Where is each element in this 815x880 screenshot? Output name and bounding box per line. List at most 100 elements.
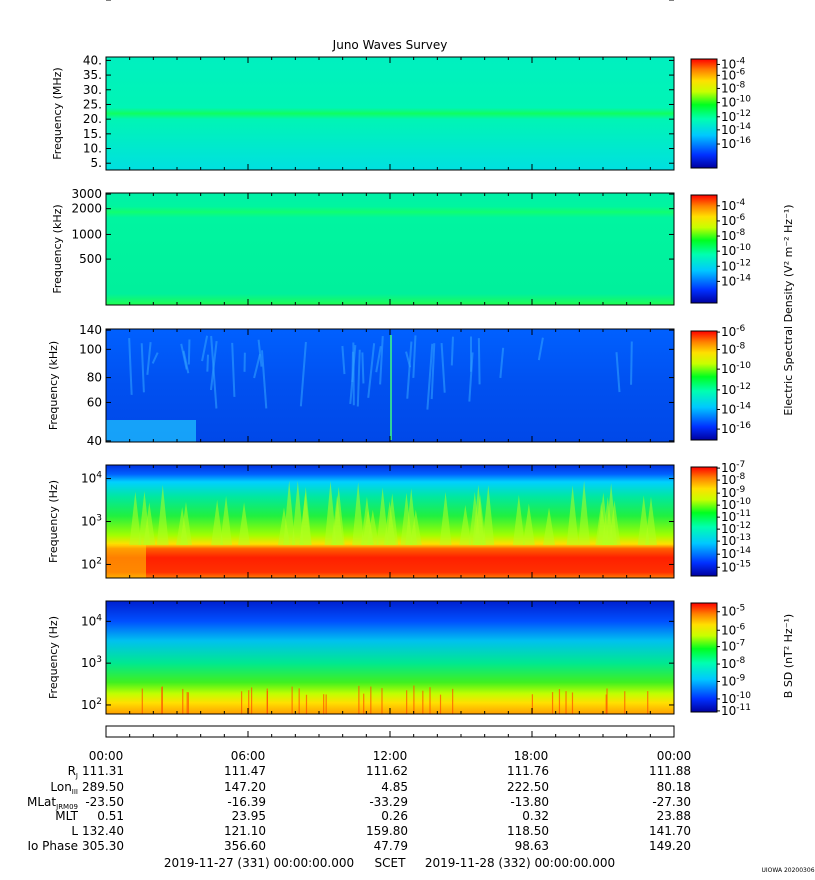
panel-4-burst xyxy=(376,487,389,545)
colorbar-tick-label: 10-8 xyxy=(721,228,746,243)
ephemeris-value: 141.70 xyxy=(649,824,691,838)
ephemeris-value: 23.95 xyxy=(232,809,266,823)
colorbar-tick-label: 10-8 xyxy=(721,656,746,671)
figure-title: Juno Waves Survey xyxy=(332,38,448,52)
panel-3-streak xyxy=(405,351,412,368)
panel-4-burst xyxy=(386,493,399,545)
ephemeris-value: 98.63 xyxy=(515,839,549,853)
panel-3-streak xyxy=(206,354,210,372)
panel-3-streak xyxy=(356,349,361,407)
colorbar-tick-label: 10-7 xyxy=(721,639,745,654)
colorbar-tick-label: 10-10 xyxy=(721,691,751,706)
colorbar-tick-label: 10-9 xyxy=(721,485,746,500)
ephemeris-row-label: Io Phase xyxy=(27,839,78,853)
panel-3-streak xyxy=(146,342,152,375)
colorbar-tick-label: 10-11 xyxy=(721,509,751,524)
panel-3-streak xyxy=(187,339,191,365)
y-tick-label: 20 xyxy=(87,0,102,3)
colorbar-tick-label: 10-6 xyxy=(721,622,746,637)
colorbar-tick-label: 10-9 xyxy=(721,673,746,688)
panel-3-streak xyxy=(440,342,446,393)
panel-3-streak xyxy=(260,350,268,409)
panel-3-streak xyxy=(151,352,159,364)
panel-4-burst xyxy=(605,483,618,545)
ephemeris-row-label: MLatJRM09 xyxy=(27,795,78,811)
y-tick-label: 2000 xyxy=(71,202,102,216)
panel-4-burst xyxy=(459,504,472,545)
ephemeris-value: 0.26 xyxy=(381,809,408,823)
panel-4-burst xyxy=(156,484,169,545)
panel-1-ylabel: Frequency (MHz) xyxy=(51,67,64,159)
panel-texture xyxy=(128,335,658,714)
ephemeris-value: 111.47 xyxy=(224,764,266,778)
panel-4-burst xyxy=(211,499,224,545)
panel-4-burst xyxy=(324,480,337,545)
ephemeris-row-label: L xyxy=(71,824,78,838)
panel-3-streak xyxy=(367,343,376,398)
ephemeris-value: -27.30 xyxy=(652,795,691,809)
panel-4-burst xyxy=(179,501,192,545)
colorbar-tick-label: 10-6 xyxy=(721,324,746,339)
panel-4-burst xyxy=(405,488,418,545)
colorbar-tick-label: 10-4 xyxy=(721,198,746,213)
colorbar-tick-label: 10-16 xyxy=(721,421,751,436)
ephemeris-value: 121.10 xyxy=(224,824,266,838)
colorbar-tick-label: 10-8 xyxy=(721,80,746,95)
ephemeris-row-label: MLT xyxy=(55,809,78,823)
colorbar-b-label: B SD (nT² Hz⁻¹) xyxy=(782,614,795,698)
ephemeris-value: -16.39 xyxy=(227,795,266,809)
colorbar-tick-label: 10-7 xyxy=(721,460,745,475)
panel-3-streak xyxy=(231,342,236,397)
ephemeris-value: 47.79 xyxy=(374,839,408,853)
end-date-label: 2019-11-28 (332) 00:00:00.000 xyxy=(425,856,615,870)
colorbar-tick-label: 10-15 xyxy=(721,559,751,574)
colorbar-tick-label: 10-10 xyxy=(721,497,751,512)
y-tick-label: 5. xyxy=(91,156,102,170)
y-tick-label: 40 xyxy=(87,434,102,448)
colorbar-tick-label: 10-12 xyxy=(721,109,751,124)
ephemeris-value: 149.20 xyxy=(649,839,691,853)
colorbar-e-label: Electric Spectral Density (V² m⁻² Hz⁻¹) xyxy=(782,204,795,415)
colorbar-tick-label: 10-8 xyxy=(721,342,746,357)
panel-4-burst xyxy=(578,480,591,545)
ephemeris-value: 305.30 xyxy=(82,839,124,853)
ephemeris-value: 222.50 xyxy=(507,780,549,794)
panel-4-colorbar xyxy=(690,466,718,577)
panel-3-streak xyxy=(128,338,133,395)
panel-3-streak xyxy=(430,343,436,400)
y-tick-label: 25. xyxy=(83,97,102,111)
y-tick-label: 104 xyxy=(81,613,102,628)
ephemeris-value: 0.51 xyxy=(97,809,124,823)
panel-3-colorbar xyxy=(690,330,718,441)
colorbar-tick-label: 10-4 xyxy=(721,56,746,71)
y-tick-label: 140 xyxy=(79,323,102,337)
panel-4-burst xyxy=(277,507,290,545)
panel-4-burst xyxy=(352,482,365,545)
panel-3-streak xyxy=(375,346,382,373)
panel-5 xyxy=(106,601,674,714)
panel-4-burst xyxy=(332,486,345,545)
y-tick-label: 35. xyxy=(83,68,102,82)
panel-3-ylabel: Frequency (kHz) xyxy=(47,341,60,430)
panel-3-streak xyxy=(615,352,621,393)
ephemeris-value: 356.60 xyxy=(224,839,266,853)
colorbar-tick-label: 10-10 xyxy=(721,361,751,376)
panel-3-streak xyxy=(426,343,434,410)
panel-2 xyxy=(106,193,674,305)
y-tick-label: 103 xyxy=(81,514,102,529)
ephemeris-value: 23.88 xyxy=(657,809,691,823)
panel-5-colorbar xyxy=(690,602,718,713)
y-tick-label: 102 xyxy=(81,556,102,571)
colorbar-tick-label: 10-14 xyxy=(721,546,751,561)
panel-3-streak xyxy=(257,339,263,367)
y-tick-label: 20. xyxy=(83,112,102,126)
time-tick-label: 12:00 xyxy=(373,749,408,763)
time-tick-label: 18:00 xyxy=(514,749,549,763)
panel-4-burst xyxy=(512,494,525,545)
ephemeris-value: 289.50 xyxy=(82,780,124,794)
panel-1 xyxy=(106,57,674,170)
colorbar-tick-label: 10-13 xyxy=(721,533,751,548)
panel-4-burst xyxy=(238,502,251,545)
panel-4-burst xyxy=(637,495,650,545)
